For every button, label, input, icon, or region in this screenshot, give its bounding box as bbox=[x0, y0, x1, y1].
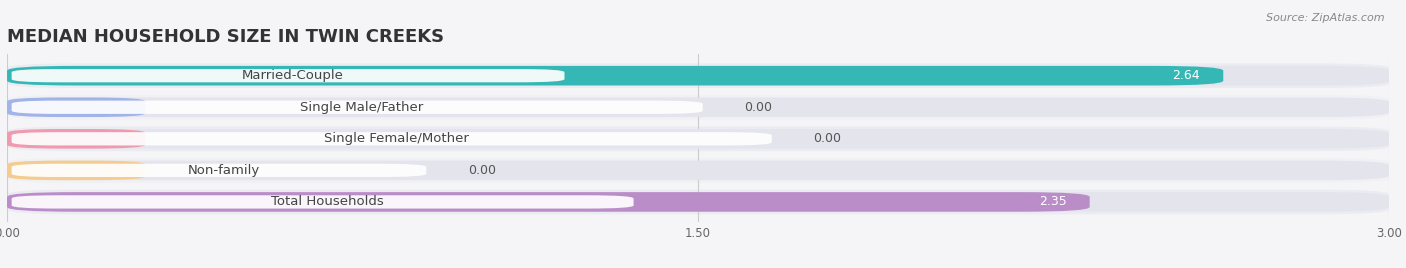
FancyBboxPatch shape bbox=[7, 66, 1389, 85]
FancyBboxPatch shape bbox=[11, 132, 772, 146]
FancyBboxPatch shape bbox=[7, 161, 1389, 180]
FancyBboxPatch shape bbox=[7, 95, 1389, 120]
Text: Total Households: Total Households bbox=[271, 195, 384, 209]
Text: 0.00: 0.00 bbox=[468, 164, 496, 177]
FancyBboxPatch shape bbox=[11, 164, 426, 177]
FancyBboxPatch shape bbox=[7, 158, 1389, 183]
FancyBboxPatch shape bbox=[7, 98, 1389, 117]
Text: 2.35: 2.35 bbox=[1039, 195, 1067, 209]
FancyBboxPatch shape bbox=[11, 195, 634, 209]
FancyBboxPatch shape bbox=[7, 66, 1223, 85]
FancyBboxPatch shape bbox=[7, 192, 1389, 212]
Text: Non-family: Non-family bbox=[187, 164, 260, 177]
FancyBboxPatch shape bbox=[7, 129, 1389, 148]
Text: Single Female/Mother: Single Female/Mother bbox=[323, 132, 468, 145]
FancyBboxPatch shape bbox=[7, 129, 145, 148]
FancyBboxPatch shape bbox=[7, 98, 145, 117]
Text: MEDIAN HOUSEHOLD SIZE IN TWIN CREEKS: MEDIAN HOUSEHOLD SIZE IN TWIN CREEKS bbox=[7, 28, 444, 46]
Text: Source: ZipAtlas.com: Source: ZipAtlas.com bbox=[1267, 13, 1385, 23]
FancyBboxPatch shape bbox=[11, 100, 703, 114]
FancyBboxPatch shape bbox=[7, 126, 1389, 151]
FancyBboxPatch shape bbox=[7, 161, 145, 180]
Text: Married-Couple: Married-Couple bbox=[242, 69, 343, 82]
Text: 0.00: 0.00 bbox=[744, 101, 772, 114]
Text: Single Male/Father: Single Male/Father bbox=[299, 101, 423, 114]
Text: 2.64: 2.64 bbox=[1173, 69, 1201, 82]
FancyBboxPatch shape bbox=[7, 64, 1389, 88]
FancyBboxPatch shape bbox=[11, 69, 564, 82]
Text: 0.00: 0.00 bbox=[813, 132, 841, 145]
FancyBboxPatch shape bbox=[7, 192, 1090, 212]
FancyBboxPatch shape bbox=[7, 190, 1389, 214]
